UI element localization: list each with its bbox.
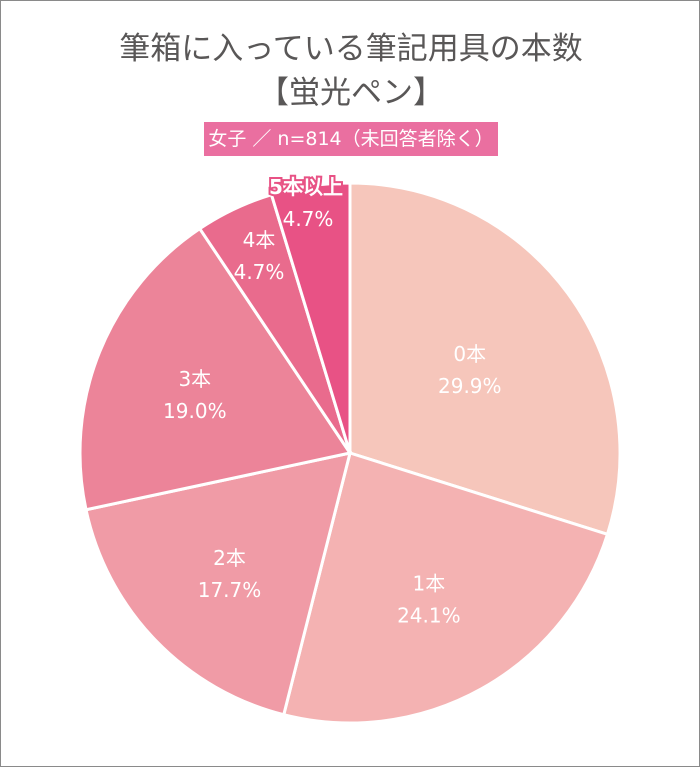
category-label-0: 0本 [453, 342, 486, 366]
value-label-3: 19.0% [163, 399, 227, 423]
chart-subtitle: 女子 ／ n=814（未回答者除く） [204, 122, 498, 156]
value-label-4: 4.7% [234, 260, 285, 284]
pie-slice-1 [281, 451, 610, 725]
value-label-1: 24.1% [397, 604, 461, 628]
pie-slice-5 [269, 181, 352, 454]
value-label-2: 17.7% [198, 578, 262, 602]
chart-title-line2: 【蛍光ペン】 [258, 75, 444, 111]
category-label-3: 3本 [178, 367, 211, 391]
pie-slice-3 [78, 226, 353, 512]
category-label-1: 1本 [412, 572, 445, 596]
category-label-4: 4本 [243, 228, 276, 252]
category-label-2: 2本 [213, 546, 246, 570]
pie-slice-2 [84, 451, 353, 717]
pie-slice-0 [348, 181, 622, 537]
chart-title-line1: 筆箱に入っている筆記用具の本数 [119, 31, 583, 67]
value-label-0: 29.9% [438, 374, 502, 398]
value-label-5: 4.7% [283, 207, 334, 231]
category-label-5: 5本以上 [269, 175, 343, 199]
